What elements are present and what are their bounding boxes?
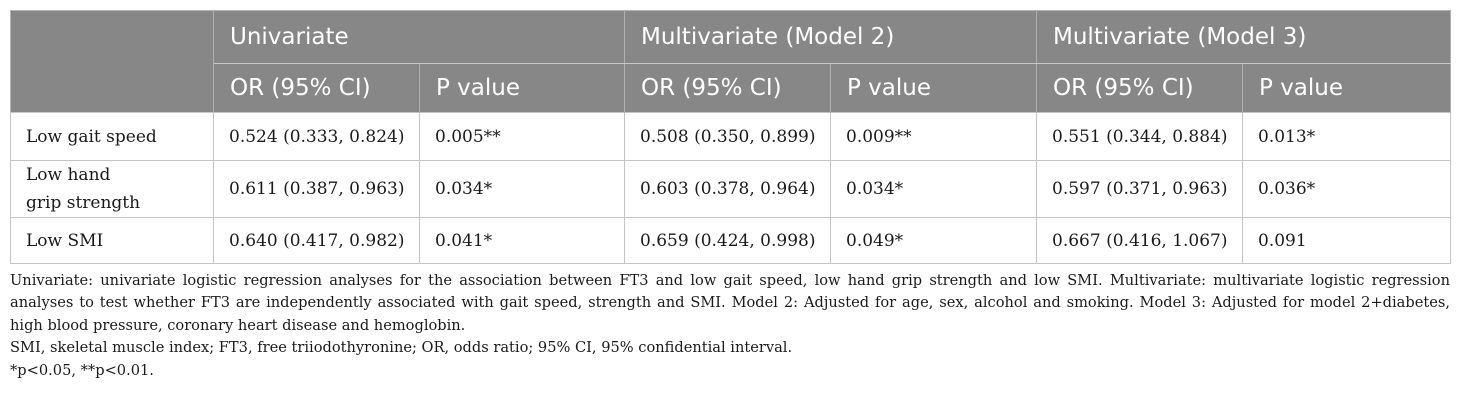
footnote-models: Univariate: univariate logistic regressi… bbox=[10, 272, 1450, 334]
table-cell: 0.508 (0.350, 0.899) bbox=[624, 112, 831, 161]
table-cell: 0.603 (0.378, 0.964) bbox=[624, 160, 831, 218]
row-label: Low gait speed bbox=[10, 112, 214, 161]
table-cell: 0.041* bbox=[419, 217, 625, 264]
header-univariate: Univariate bbox=[213, 10, 625, 64]
subheader-p-model-2: P value bbox=[829, 63, 1038, 113]
table-cell: 0.009** bbox=[829, 112, 1038, 161]
table-row: Low gait speed 0.524 (0.333, 0.824) 0.00… bbox=[10, 112, 1452, 161]
results-table: Univariate Multivariate (Model 2) Multiv… bbox=[10, 10, 1452, 264]
table-cell: 0.013* bbox=[1242, 112, 1452, 161]
table-cell: 0.551 (0.344, 0.884) bbox=[1036, 112, 1244, 161]
row-label-line: grip strength bbox=[26, 193, 141, 213]
sub-header-row: OR (95% CI) P value OR (95% CI) P value … bbox=[11, 63, 1452, 113]
footnote-significance: *p<0.05, **p<0.01. bbox=[10, 361, 154, 379]
table-cell: 0.034* bbox=[829, 160, 1038, 218]
table-cell: 0.597 (0.371, 0.963) bbox=[1036, 160, 1244, 218]
table-cell: 0.036* bbox=[1242, 160, 1452, 218]
subheader-or-model-2: OR (95% CI) bbox=[624, 63, 831, 113]
table-row: Low hand grip strength 0.611 (0.387, 0.96… bbox=[10, 160, 1452, 218]
table-cell: 0.034* bbox=[419, 160, 625, 218]
row-label: Low SMI bbox=[10, 217, 214, 264]
table-cell: 0.091 bbox=[1242, 217, 1452, 264]
table-cell: 0.667 (0.416, 1.067) bbox=[1036, 217, 1244, 264]
subheader-or-univariate: OR (95% CI) bbox=[213, 63, 420, 113]
table-container: Univariate Multivariate (Model 2) Multiv… bbox=[10, 10, 1452, 382]
table-cell: 0.611 (0.387, 0.963) bbox=[213, 160, 420, 218]
row-label-line: Low SMI bbox=[26, 230, 104, 251]
corner-header bbox=[10, 10, 214, 113]
row-label: Low hand grip strength bbox=[10, 160, 214, 218]
footnote-abbreviations: SMI, skeletal muscle index; FT3, free tr… bbox=[10, 339, 793, 357]
subheader-p-model-3: P value bbox=[1242, 63, 1452, 113]
subheader-p-univariate: P value bbox=[419, 63, 625, 113]
group-header-row: Univariate Multivariate (Model 2) Multiv… bbox=[10, 10, 1452, 113]
row-label-line: Low hand bbox=[26, 165, 111, 185]
row-label-line: Low gait speed bbox=[26, 126, 157, 147]
table-row: Low SMI 0.640 (0.417, 0.982) 0.041* 0.65… bbox=[10, 217, 1452, 264]
table-cell: 0.005** bbox=[419, 112, 625, 161]
header-model-2: Multivariate (Model 2) bbox=[623, 10, 1038, 64]
table-cell: 0.049* bbox=[829, 217, 1038, 264]
table-cell: 0.640 (0.417, 0.982) bbox=[213, 217, 420, 264]
table-footnotes: Univariate: univariate logistic regressi… bbox=[10, 270, 1450, 382]
header-model-3: Multivariate (Model 3) bbox=[1036, 10, 1452, 64]
subheader-or-model-3: OR (95% CI) bbox=[1036, 63, 1244, 113]
table-cell: 0.659 (0.424, 0.998) bbox=[624, 217, 831, 264]
table-cell: 0.524 (0.333, 0.824) bbox=[213, 112, 420, 161]
